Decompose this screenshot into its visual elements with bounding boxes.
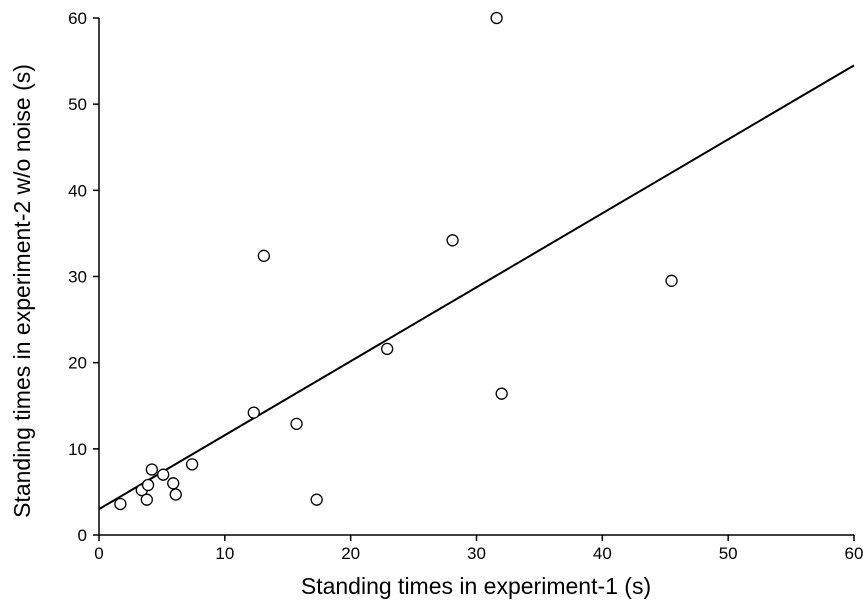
data-point — [185, 458, 199, 471]
data-point — [247, 406, 260, 419]
x-tick-label: 20 — [341, 544, 360, 563]
data-point — [140, 493, 153, 506]
data-point — [145, 463, 159, 476]
trendline — [98, 64, 855, 511]
x-tick-label: 10 — [215, 544, 234, 563]
data-point — [665, 274, 678, 287]
y-tick-label: 20 — [68, 354, 87, 373]
x-ticks: 0 10 20 30 40 50 60 — [94, 535, 863, 563]
data-point — [490, 11, 503, 25]
data-point — [141, 478, 155, 492]
y-ticks: 0 10 20 30 40 50 60 — [68, 9, 99, 545]
data-point — [310, 493, 323, 506]
plot-area: 0 10 20 30 40 50 60 0 10 20 30 40 50 60 — [68, 9, 863, 563]
x-tick-label: 60 — [845, 544, 863, 563]
data-point — [157, 468, 170, 481]
y-tick-label: 50 — [68, 95, 87, 114]
y-tick-label: 40 — [68, 181, 87, 200]
x-tick-label: 40 — [593, 544, 612, 563]
data-point — [114, 497, 127, 511]
data-point — [381, 342, 394, 356]
x-tick-label: 50 — [719, 544, 738, 563]
y-tick-label: 30 — [68, 268, 87, 287]
x-tick-label: 0 — [94, 544, 103, 563]
y-tick-label: 0 — [78, 526, 87, 545]
data-point — [167, 477, 180, 490]
y-tick-label: 60 — [68, 9, 87, 28]
data-point — [169, 488, 182, 501]
data-points — [114, 11, 678, 511]
data-point — [257, 249, 270, 262]
y-tick-label: 10 — [68, 440, 87, 459]
data-point — [495, 387, 508, 400]
x-axis-label: Standing times in experiment-1 (s) — [301, 573, 651, 599]
y-axis-label: Standing times in experiment-2 w/o noise… — [9, 64, 35, 518]
x-tick-label: 30 — [467, 544, 486, 563]
data-point — [290, 417, 303, 430]
data-point — [446, 234, 459, 247]
